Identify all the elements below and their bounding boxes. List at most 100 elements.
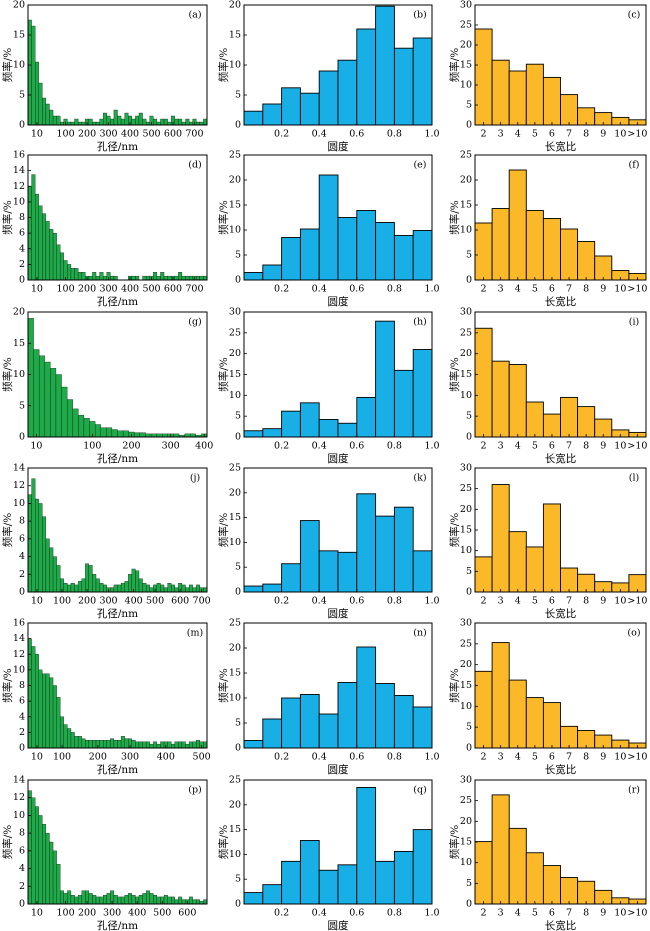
bar bbox=[299, 228, 320, 281]
x-tick-label: 4 bbox=[515, 752, 521, 763]
bar bbox=[60, 252, 64, 281]
bar bbox=[45, 221, 50, 281]
bar bbox=[138, 578, 143, 593]
bar bbox=[243, 430, 264, 438]
y-axis-label: 频率/% bbox=[448, 357, 461, 392]
bar bbox=[56, 565, 61, 593]
x-tick-label: 9 bbox=[600, 441, 606, 452]
x-tick-label: 5 bbox=[532, 129, 538, 140]
bar bbox=[49, 841, 54, 905]
bar bbox=[88, 565, 93, 593]
bar bbox=[412, 230, 433, 281]
y-tick-label: 15 bbox=[229, 369, 241, 380]
bar bbox=[88, 118, 93, 126]
y-tick-label: 0 bbox=[466, 587, 472, 598]
x-tick-label: 0.4 bbox=[312, 596, 327, 607]
y-tick-label: 0 bbox=[19, 743, 25, 754]
y-tick-label: 15 bbox=[13, 30, 25, 41]
bar bbox=[525, 546, 544, 593]
bar bbox=[111, 429, 118, 438]
bar bbox=[525, 210, 544, 281]
bar bbox=[262, 103, 283, 126]
x-tick-label: 3 bbox=[498, 129, 504, 140]
x-tick-label: >10 bbox=[627, 752, 647, 763]
y-axis-label: 频率/% bbox=[448, 825, 461, 860]
bar bbox=[35, 498, 39, 593]
y-tick-label: 12 bbox=[13, 480, 25, 491]
y-tick-label: 15 bbox=[460, 837, 472, 848]
bar bbox=[142, 893, 147, 905]
plot-frame bbox=[243, 311, 433, 438]
panel-label: (b) bbox=[413, 10, 427, 21]
bar bbox=[153, 272, 158, 281]
bar bbox=[95, 896, 100, 905]
bar bbox=[318, 713, 339, 749]
bar bbox=[153, 894, 158, 905]
x-tick-label: 100 bbox=[53, 596, 71, 607]
plot-frame bbox=[474, 311, 647, 438]
bar bbox=[149, 893, 154, 905]
bar bbox=[135, 275, 140, 281]
y-tick-label: 4 bbox=[19, 243, 25, 254]
bar bbox=[45, 673, 50, 749]
bar bbox=[299, 402, 320, 438]
bar bbox=[203, 741, 208, 749]
x-tick-label: 3 bbox=[498, 441, 504, 452]
bar bbox=[508, 70, 527, 126]
y-tick-label: 30 bbox=[460, 618, 472, 629]
bar bbox=[27, 494, 32, 593]
plot-frame bbox=[474, 154, 647, 281]
x-tick-label: 9 bbox=[600, 284, 606, 295]
bar bbox=[38, 205, 43, 281]
bar bbox=[74, 896, 79, 905]
x-tick-label: 200 bbox=[78, 596, 96, 607]
y-axis-label: 频率/% bbox=[217, 513, 230, 548]
bar bbox=[38, 82, 43, 126]
bar bbox=[375, 860, 395, 905]
y-tick-label: 25 bbox=[460, 795, 472, 806]
x-tick-label: >10 bbox=[627, 441, 647, 452]
x-axis-label: 长宽比 bbox=[545, 607, 577, 620]
y-tick-label: 30 bbox=[229, 307, 241, 318]
x-tick-label: 4 bbox=[515, 284, 521, 295]
y-tick-label: 20 bbox=[460, 816, 472, 827]
x-tick-label: 1.0 bbox=[424, 752, 439, 763]
bar bbox=[135, 115, 140, 126]
bar bbox=[474, 28, 493, 126]
x-tick-label: 0.6 bbox=[349, 752, 364, 763]
bar bbox=[243, 585, 264, 593]
panel-label: (f) bbox=[629, 160, 640, 171]
bar bbox=[174, 118, 179, 126]
y-tick-label: 5 bbox=[466, 566, 472, 577]
y-tick-label: 15 bbox=[460, 200, 472, 211]
y-tick-label: 20 bbox=[229, 348, 241, 359]
bar bbox=[337, 59, 358, 126]
y-tick-label: 10 bbox=[13, 498, 25, 509]
bar bbox=[99, 896, 104, 905]
bar bbox=[67, 890, 72, 905]
y-tick-label: 5 bbox=[466, 878, 472, 889]
x-tick-label: 8 bbox=[583, 441, 589, 452]
x-tick-label: 0.2 bbox=[274, 441, 289, 452]
bar bbox=[31, 478, 36, 593]
bar bbox=[45, 832, 50, 905]
bar bbox=[412, 37, 433, 126]
x-axis-label: 长宽比 bbox=[545, 140, 577, 153]
bar bbox=[163, 587, 168, 593]
plot-frame bbox=[27, 467, 208, 593]
bar bbox=[393, 235, 414, 281]
bar bbox=[120, 896, 125, 905]
y-tick-label: 5 bbox=[466, 722, 472, 733]
bar bbox=[192, 899, 197, 905]
bar bbox=[67, 399, 73, 438]
y-tick-label: 5 bbox=[19, 90, 25, 101]
bar bbox=[99, 582, 104, 593]
bar bbox=[88, 740, 93, 749]
bar bbox=[74, 118, 79, 126]
y-tick-label: 30 bbox=[460, 0, 472, 11]
bar bbox=[106, 893, 111, 905]
bar bbox=[60, 890, 64, 905]
y-tick-label: 5 bbox=[235, 90, 241, 101]
y-tick-label: 10 bbox=[229, 225, 241, 236]
panel-label: (a) bbox=[188, 10, 201, 21]
